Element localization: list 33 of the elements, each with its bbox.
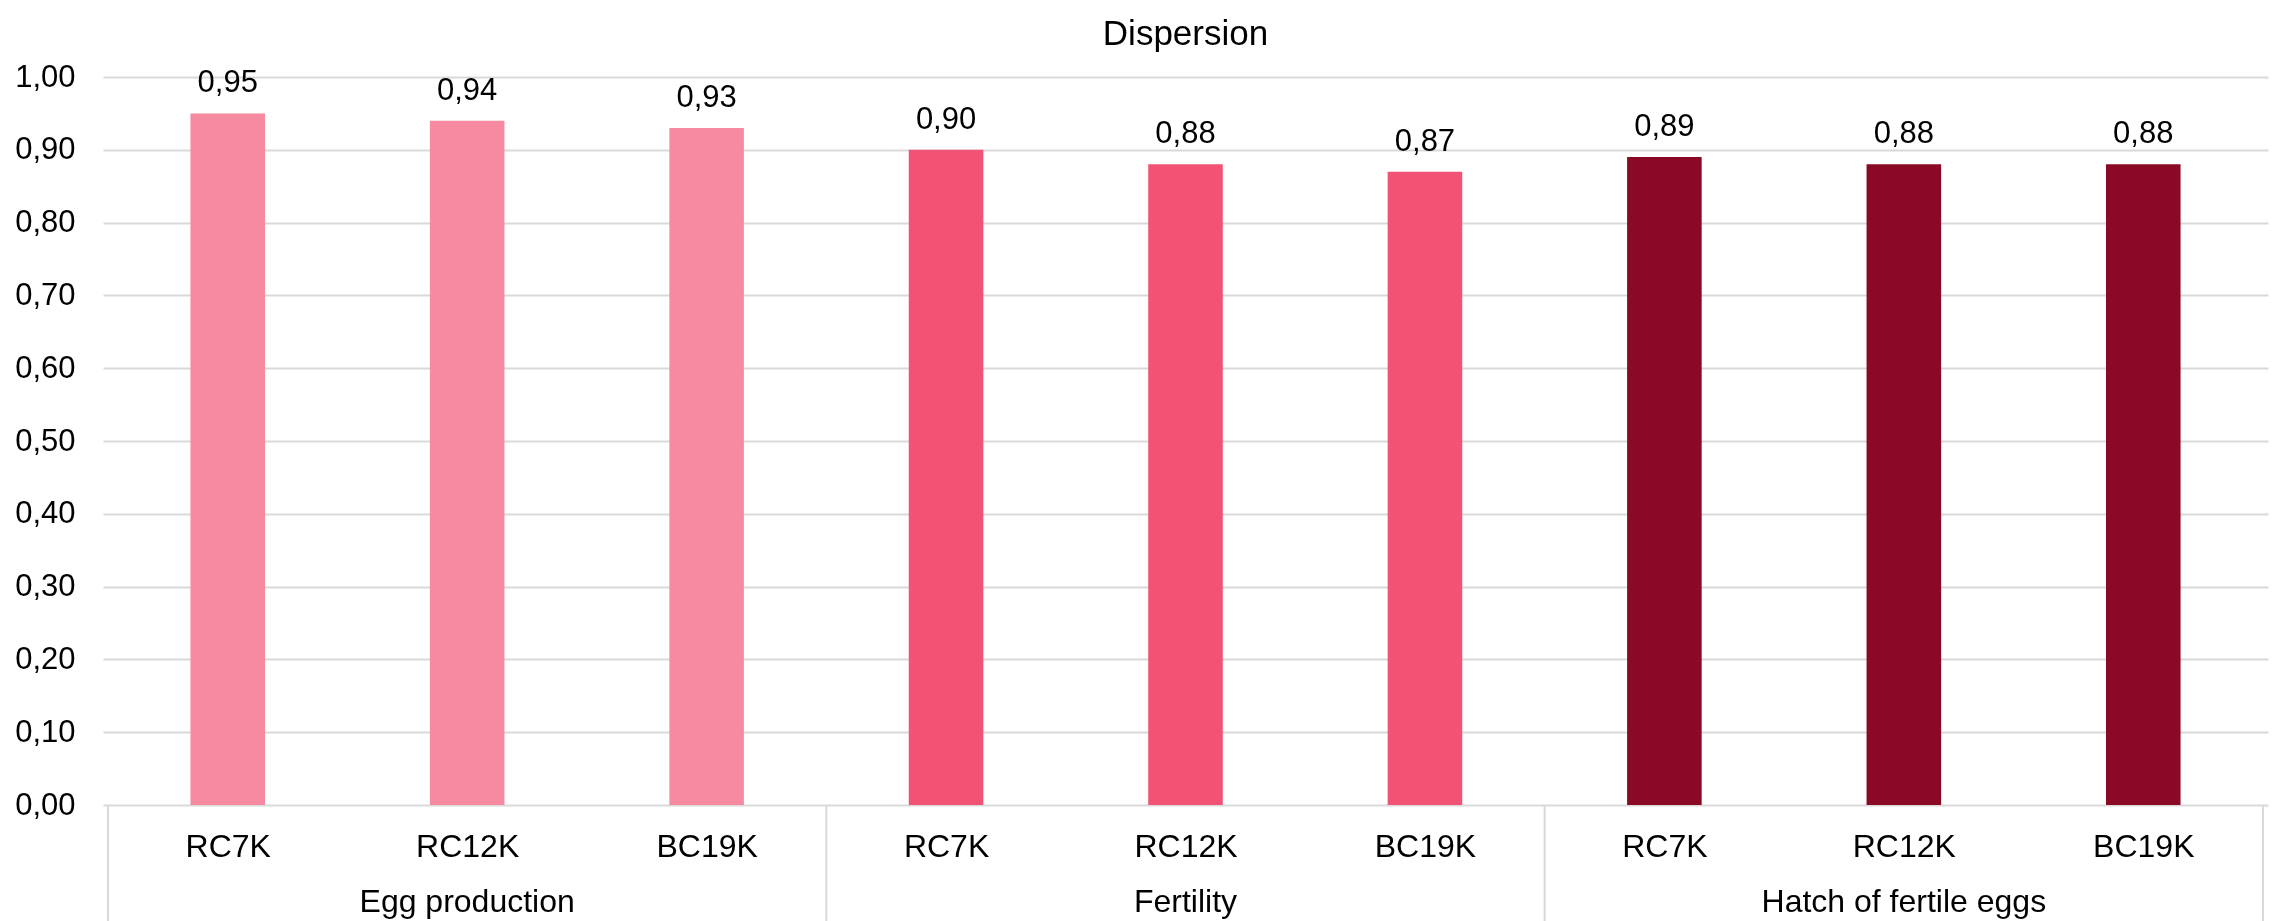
y-tick-label: 0,10 (15, 713, 76, 749)
data-label: 0,88 (2113, 115, 2174, 151)
y-tick-label: 0,60 (15, 349, 76, 385)
y-tick-label: 0,30 (15, 568, 76, 604)
text: Fertility (1133, 883, 1238, 919)
data-label: 0,88 (1155, 115, 1216, 151)
data-label: 0,89 (1634, 108, 1695, 144)
x-tick-label: RC7K (903, 827, 990, 864)
text: Hatch of fertile eggs (1761, 883, 2047, 919)
x-tick-label: RC7K (1622, 827, 1708, 864)
y-tick-label: 0,40 (15, 495, 76, 531)
y-tick-label: 0,20 (15, 640, 76, 676)
x-tick-label: BC19K (656, 827, 758, 864)
x-tick-label: RC12K (1134, 827, 1238, 864)
data-label: 0,88 (1873, 115, 1935, 151)
y-tick-label: 1,00 (15, 58, 76, 94)
x-tick-label: RC12K (1852, 827, 1956, 864)
data-label: 0,87 (1394, 122, 1456, 158)
text: Egg production (359, 883, 575, 919)
chart-title: Dispersion (1102, 13, 1269, 52)
data-label: 0,90 (915, 100, 977, 136)
y-tick-label: 0,50 (15, 422, 76, 458)
data-label: 0,95 (197, 64, 258, 100)
x-tick-label: RC12K (416, 827, 520, 864)
y-tick-label: 0,80 (15, 204, 76, 240)
data-label: 0,93 (676, 78, 737, 114)
y-tick-label: 0,70 (15, 276, 76, 312)
data-label: 0,94 (436, 71, 498, 107)
x-tick-label: RC7K (185, 827, 271, 864)
y-tick-label: 0,90 (15, 131, 76, 167)
y-tick-label: 0,00 (15, 786, 76, 822)
x-tick-label: BC19K (1374, 827, 1477, 864)
x-tick-label: BC19K (2093, 827, 2195, 864)
